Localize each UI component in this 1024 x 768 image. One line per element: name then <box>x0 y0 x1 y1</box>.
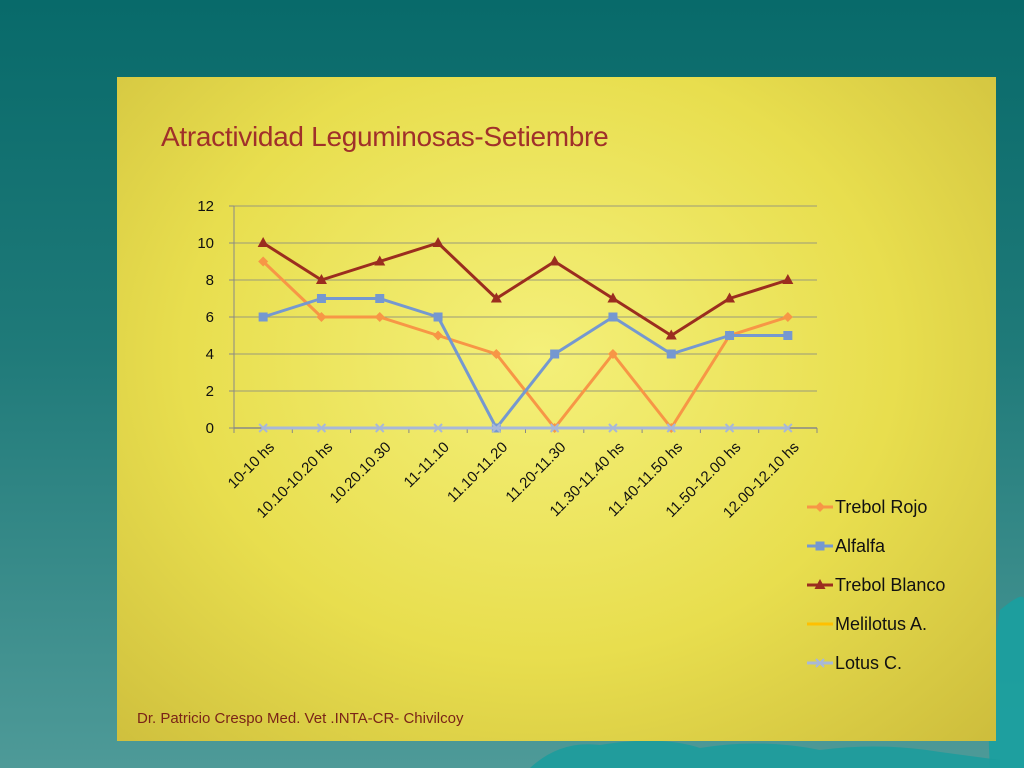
data-point-lotus-c <box>724 423 735 433</box>
y-tick-label: 6 <box>206 309 214 326</box>
x-tick-label: 11-11.10 <box>401 439 453 491</box>
x-tick-label: 10-10 hs <box>225 439 278 492</box>
legend-label-trebol-rojo: Trebol Rojo <box>835 497 927 517</box>
data-point-trebol-blanco <box>782 274 794 284</box>
data-point-alfalfa <box>783 331 793 340</box>
data-point-lotus-c <box>316 423 327 433</box>
data-point-trebol-blanco <box>549 255 561 266</box>
data-point-trebol-rojo <box>782 312 793 322</box>
data-point-trebol-rojo <box>491 349 502 359</box>
data-point-trebol-blanco <box>432 237 444 247</box>
data-point-lotus-c <box>491 423 502 433</box>
data-point-trebol-blanco <box>374 255 386 266</box>
data-point-trebol-rojo <box>316 312 327 322</box>
marker-stroke <box>666 423 676 433</box>
marker-stroke <box>433 423 443 433</box>
y-tick-label: 0 <box>206 420 214 437</box>
legend-marker-trebol-blanco <box>814 579 826 589</box>
data-point-alfalfa <box>608 312 618 322</box>
y-tick-label: 2 <box>206 383 214 400</box>
data-point-trebol-blanco <box>665 329 677 340</box>
data-point-trebol-rojo <box>607 349 618 359</box>
data-point-trebol-blanco <box>724 292 736 303</box>
data-point-alfalfa <box>550 349 560 359</box>
chart-panel: Atractividad Leguminosas-Setiembre 0 2 4 6 8… <box>117 77 996 741</box>
data-point-trebol-blanco <box>257 237 269 247</box>
data-point-alfalfa <box>258 312 268 322</box>
series-line-trebol-rojo <box>262 260 789 430</box>
legend-marker-lotus-c <box>815 658 825 668</box>
data-point-lotus-c <box>258 423 268 433</box>
legend-label-trebol-blanco: Trebol Blanco <box>835 575 945 595</box>
data-point-lotus-c <box>608 423 618 433</box>
legend-marker-trebol-rojo <box>815 502 825 512</box>
y-tick-label: 10 <box>197 235 214 252</box>
data-point-trebol-blanco <box>490 292 502 303</box>
marker-stroke <box>375 423 385 433</box>
marker-stroke <box>258 423 268 433</box>
legend-label-alfalfa: Alfalfa <box>835 536 886 556</box>
marker-stroke <box>491 423 502 433</box>
chart-title: Atractividad Leguminosas-Setiembre <box>161 121 609 152</box>
marker-stroke <box>783 423 793 433</box>
data-point-trebol-rojo <box>258 256 269 267</box>
legend-label-melilotus-a: Melilotus A. <box>835 614 927 634</box>
data-point-lotus-c <box>666 423 676 433</box>
y-tick-label: 12 <box>197 198 214 215</box>
marker-stroke <box>815 658 825 668</box>
series-line-trebol-blanco <box>262 241 789 337</box>
wave-decoration-right <box>988 596 1024 768</box>
author-credit: Dr. Patricio Crespo Med. Vet .INTA-CR- C… <box>137 710 464 727</box>
data-point-alfalfa <box>725 331 735 340</box>
marker-stroke <box>724 423 735 433</box>
data-point-trebol-blanco <box>607 292 619 303</box>
data-point-lotus-c <box>375 423 385 433</box>
wave-decoration-bottom <box>530 740 1000 768</box>
legend-marker-alfalfa <box>815 541 825 551</box>
data-point-trebol-blanco <box>315 274 327 284</box>
marker-stroke <box>549 423 560 433</box>
data-point-lotus-c <box>433 423 443 433</box>
legend-label-lotus-c: Lotus C. <box>835 653 902 673</box>
data-point-trebol-rojo <box>433 330 444 341</box>
data-point-lotus-c <box>783 423 793 433</box>
y-tick-label: 4 <box>206 346 214 363</box>
data-point-alfalfa <box>316 294 326 303</box>
data-point-lotus-c <box>549 423 560 433</box>
x-tick-label: 11.10-11.20 <box>444 439 511 506</box>
data-point-trebol-rojo <box>374 312 385 322</box>
marker-stroke <box>316 423 327 433</box>
x-tick-label: 10.20.10.30 <box>327 439 395 507</box>
y-tick-label: 8 <box>206 272 214 289</box>
data-point-alfalfa <box>666 349 676 359</box>
data-point-alfalfa <box>375 294 385 303</box>
marker-stroke <box>608 423 618 433</box>
data-point-alfalfa <box>433 312 443 322</box>
series-line-alfalfa <box>262 297 788 430</box>
